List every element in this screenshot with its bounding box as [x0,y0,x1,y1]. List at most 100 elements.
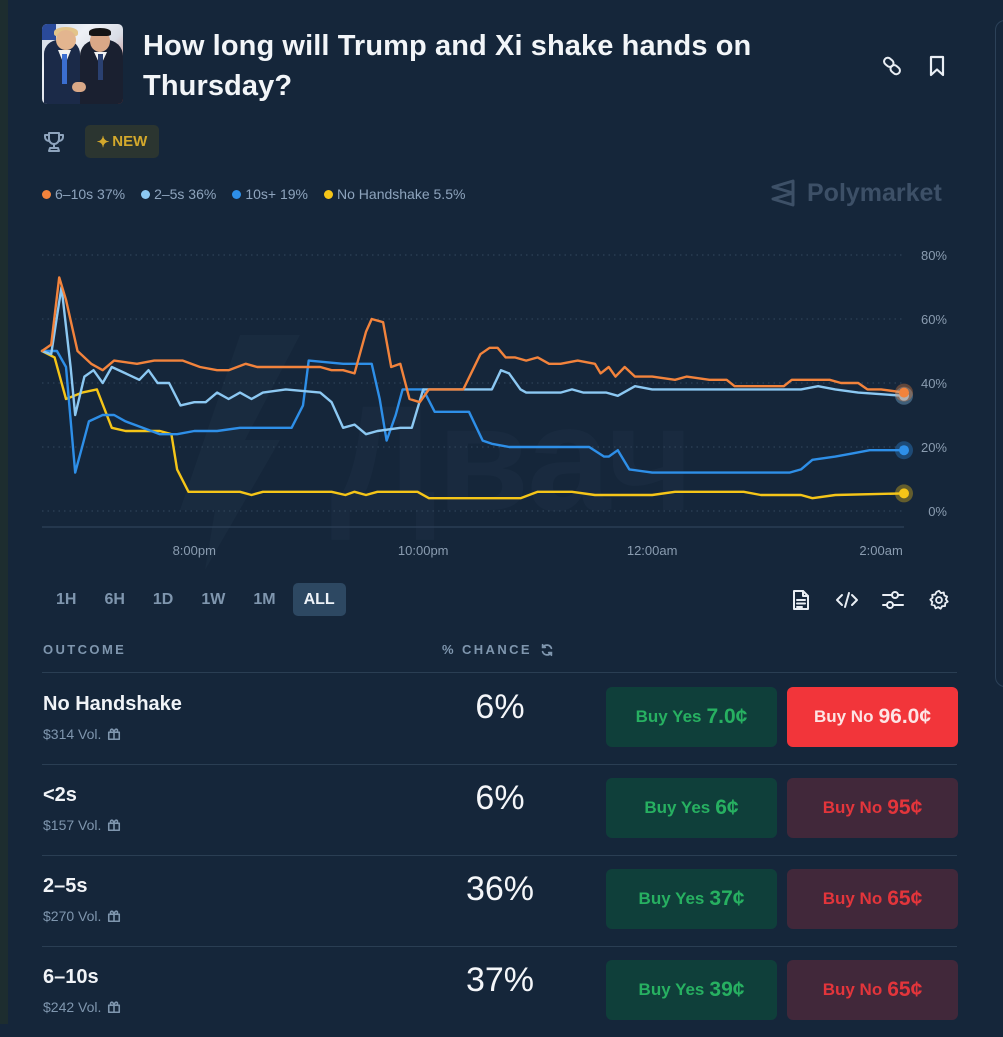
bookmark-icon [929,55,945,77]
outcome-chance: 37% [465,961,535,999]
range-tab-1h[interactable]: 1H [56,590,77,608]
outcome-name: <2s [43,784,77,806]
column-header-outcome: OUTCOME [43,642,127,657]
buy-no-price: 65¢ [887,978,923,1001]
y-tick-label: 0% [928,504,947,519]
gift-icon[interactable] [107,1000,121,1014]
row-divider [42,946,957,947]
legend-label: 2–5s 36% [154,186,217,202]
y-tick-label: 40% [921,376,947,391]
buy-no-label: Buy No [822,980,883,999]
polymarket-logo-icon [771,179,795,207]
watermark-bolt [180,335,300,570]
bookmark-button[interactable] [922,51,952,81]
legend-label: No Handshake 5.5% [337,186,466,202]
buy-no-button[interactable]: Buy No 96.0¢ [787,687,958,747]
buy-yes-button[interactable]: Buy Yes 37¢ [606,869,777,929]
legend-item: 2–5s 36% [141,186,216,202]
outcome-volume: $314 Vol. [43,726,121,742]
buy-no-price: 65¢ [887,887,923,910]
price-history-chart[interactable]: Двач 0% 20% 40% 60% 80% 8:00pm 10:00pm 12:00am 2:… [0,240,1003,570]
series-line-6-10s [40,276,906,404]
gift-icon[interactable] [107,909,121,923]
y-tick-label: 80% [921,248,947,263]
buy-yes-label: Buy Yes [644,798,711,817]
buy-no-button[interactable]: Buy No 65¢ [787,960,958,1020]
outcome-row[interactable]: No Handshake $314 Vol. 6% Buy Yes 7.0¢ Buy No… [0,673,1003,764]
outcome-row[interactable]: <2s $157 Vol. 6% Buy Yes 6¢ Buy No 95¢ [0,764,1003,855]
polymarket-watermark: Polymarket [769,178,942,208]
volume-label: $157 Vol. [43,817,102,833]
rules-button[interactable] [786,586,816,614]
range-tab-1w[interactable]: 1W [201,590,226,608]
buy-yes-button[interactable]: Buy Yes 6¢ [606,778,777,838]
market-title: How long will Trump and Xi shake hands o… [143,30,752,102]
buy-no-price: 96.0¢ [878,705,932,728]
endpoint-marker [899,488,909,499]
y-tick-label: 60% [921,312,947,327]
watermark-text: Двач [330,374,694,542]
x-tick-label: 12:00am [627,543,678,558]
settings-button[interactable] [924,586,954,614]
buy-yes-price: 37¢ [709,887,745,910]
chart-tools [786,586,954,614]
legend-item: 6–10s 37% [42,186,125,202]
chart-settings-button[interactable] [878,586,908,614]
buy-yes-price: 7.0¢ [706,705,748,728]
buy-no-button[interactable]: Buy No 65¢ [787,869,958,929]
copy-link-button[interactable] [877,51,907,81]
range-tab-6h[interactable]: 6H [104,590,125,608]
legend-item: No Handshake 5.5% [324,186,465,202]
range-tab-all[interactable]: ALL [292,583,346,616]
buy-yes-button[interactable]: Buy Yes 7.0¢ [606,687,777,747]
buy-yes-price: 6¢ [715,796,739,819]
row-divider [42,764,957,765]
buy-no-label: Buy No [822,889,883,908]
trophy-icon[interactable] [42,130,66,154]
gear-icon [929,589,949,610]
outcome-name: 2–5s [43,875,88,897]
outcome-chance: 6% [475,779,525,817]
legend-dot-icon [324,189,334,199]
embed-button[interactable] [832,586,862,614]
buy-no-label: Buy No [822,798,883,817]
outcome-chance: 6% [475,688,525,726]
endpoint-marker [899,445,909,456]
gift-icon[interactable] [107,727,121,741]
legend-dot-icon [42,189,51,199]
series-line-2-5s [40,285,906,436]
gift-icon[interactable] [107,818,121,832]
buy-no-label: Buy No [813,707,874,726]
series-line-no-handshake [40,349,906,500]
buy-yes-label: Buy Yes [638,980,705,999]
column-header-chance: % CHANCE [442,642,554,657]
buy-no-button[interactable]: Buy No 95¢ [787,778,958,838]
new-badge-label: NEW [112,133,148,150]
time-range-tabs: 1H 6H 1D 1W 1M ALL [45,583,352,616]
legend-dot-icon [141,189,151,199]
legend-dot-icon [232,189,242,199]
outcome-volume: $270 Vol. [43,908,121,924]
sliders-icon [882,591,904,609]
link-icon [883,56,901,76]
outcome-row[interactable]: 6–10s $242 Vol. 37% Buy Yes 39¢ Buy No 65¢ [0,946,1003,1037]
y-tick-label: 20% [921,440,947,455]
outcome-volume: $242 Vol. [43,999,121,1015]
endpoint-marker [899,387,909,398]
document-icon [793,590,809,610]
x-tick-label: 10:00pm [398,543,449,558]
range-tab-1d[interactable]: 1D [152,590,174,608]
legend-label: 6–10s 37% [55,186,126,202]
outcome-chance: 36% [465,870,535,908]
outcome-row[interactable]: 2–5s $270 Vol. 36% Buy Yes 37¢ Buy No 65¢ [0,855,1003,946]
x-tick-label: 2:00am [859,543,902,558]
series-line-10s- [40,349,906,474]
buy-yes-label: Buy Yes [638,889,705,908]
buy-yes-button[interactable]: Buy Yes 39¢ [606,960,777,1020]
outcome-name: No Handshake [43,693,182,715]
refresh-icon[interactable] [540,643,554,657]
column-header-chance-label: % CHANCE [442,642,532,657]
chart-legend: 6–10s 37% 2–5s 36% 10s+ 19% No Handshake 5.… [42,186,465,202]
range-tab-1m[interactable]: 1M [253,590,276,608]
volume-label: $270 Vol. [43,908,102,924]
